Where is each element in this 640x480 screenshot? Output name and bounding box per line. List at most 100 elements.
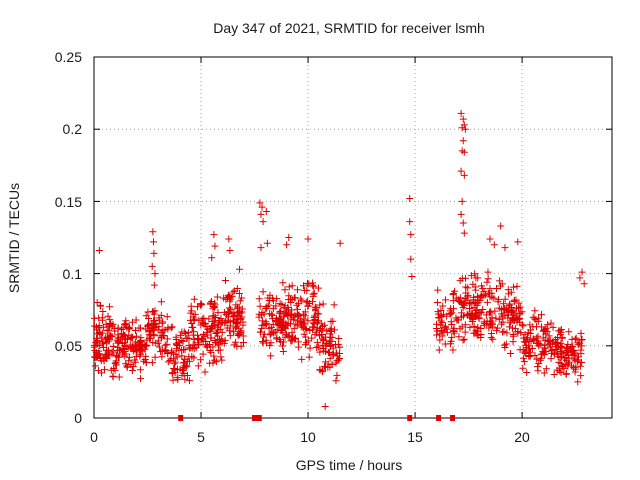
data-point <box>148 262 156 270</box>
data-point <box>234 309 242 317</box>
data-point <box>542 365 550 373</box>
data-point <box>437 327 445 335</box>
data-point <box>501 244 509 252</box>
data-point <box>207 348 215 356</box>
y-tick-label: 0.1 <box>63 266 83 282</box>
data-point <box>104 326 112 334</box>
data-point <box>312 304 320 312</box>
data-point <box>144 322 152 330</box>
data-point <box>332 377 340 385</box>
data-point <box>95 246 103 254</box>
data-point <box>191 341 199 349</box>
data-point <box>483 298 491 306</box>
data-point <box>284 306 292 314</box>
data-point <box>538 350 546 358</box>
data-point <box>104 347 112 355</box>
data-point <box>321 402 329 410</box>
data-point <box>95 367 103 375</box>
data-point <box>456 297 464 305</box>
data-point <box>495 304 503 312</box>
data-point <box>447 305 455 313</box>
data-point <box>526 329 534 337</box>
data-point <box>505 323 513 331</box>
data-point <box>92 334 100 342</box>
data-point <box>150 249 158 257</box>
data-point <box>323 340 331 348</box>
data-point <box>407 255 415 263</box>
data-point <box>231 287 239 295</box>
y-tick-label: 0.2 <box>63 121 83 137</box>
data-point <box>507 307 515 315</box>
data-point <box>263 303 271 311</box>
data-point <box>514 238 522 246</box>
data-point <box>99 316 107 324</box>
data-point <box>210 352 218 360</box>
data-point <box>211 242 219 250</box>
zero-marker <box>178 415 184 421</box>
data-point <box>571 368 579 376</box>
data-point <box>118 339 126 347</box>
data-point <box>155 343 163 351</box>
data-point <box>203 343 211 351</box>
data-point <box>308 298 316 306</box>
data-point <box>486 235 494 243</box>
chart-title: Day 347 of 2021, SRMTID for receiver lsm… <box>213 20 485 36</box>
data-point <box>516 310 524 318</box>
data-point <box>187 309 195 317</box>
data-point <box>557 369 565 377</box>
data-point <box>116 346 124 354</box>
data-point <box>535 360 543 368</box>
data-point <box>149 339 157 347</box>
data-point <box>288 311 296 319</box>
data-point <box>565 358 573 366</box>
data-point <box>237 327 245 335</box>
data-point <box>277 307 285 315</box>
data-point <box>155 323 163 331</box>
data-point <box>457 167 465 175</box>
data-point <box>98 329 106 337</box>
data-point <box>562 370 570 378</box>
data-point <box>457 210 465 218</box>
data-point <box>154 326 162 334</box>
data-point <box>556 344 564 352</box>
data-point <box>321 362 329 370</box>
data-point <box>299 323 307 331</box>
data-point <box>306 344 314 352</box>
data-point <box>500 300 508 308</box>
data-point <box>490 241 498 249</box>
data-point <box>558 333 566 341</box>
data-point <box>109 348 117 356</box>
data-point <box>486 321 494 329</box>
data-point <box>537 354 545 362</box>
data-point <box>261 330 269 338</box>
data-point <box>470 322 478 330</box>
zero-marker <box>407 415 413 421</box>
data-point <box>544 321 552 329</box>
data-point <box>295 311 303 319</box>
data-point <box>156 332 164 340</box>
data-point <box>117 330 125 338</box>
data-point <box>541 326 549 334</box>
data-point <box>309 279 317 287</box>
data-point <box>226 246 234 254</box>
data-point <box>484 275 492 283</box>
data-point <box>509 283 517 291</box>
data-point <box>175 338 183 346</box>
data-point <box>210 302 218 310</box>
data-point <box>520 334 528 342</box>
data-point <box>497 320 505 328</box>
data-point <box>199 337 207 345</box>
data-point <box>526 345 534 353</box>
data-point <box>178 328 186 336</box>
data-point <box>495 315 503 323</box>
data-point <box>224 291 232 299</box>
data-point <box>216 335 224 343</box>
data-point <box>91 362 99 370</box>
data-point <box>536 340 544 348</box>
data-point <box>171 369 179 377</box>
data-point <box>208 254 216 262</box>
data-point <box>183 334 191 342</box>
data-point <box>234 330 242 338</box>
data-point <box>504 286 512 294</box>
data-point <box>471 312 479 320</box>
